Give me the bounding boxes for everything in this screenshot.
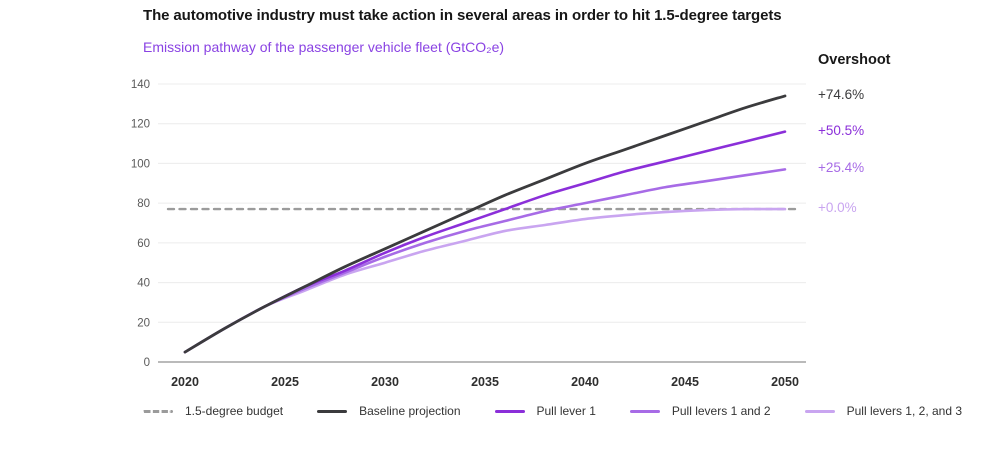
x-tick-label-2025: 2025 <box>271 375 299 389</box>
legend-label: 1.5-degree budget <box>185 404 284 418</box>
y-tick-label-140: 140 <box>131 79 150 91</box>
y-tick-label-120: 120 <box>131 119 150 131</box>
x-tick-label-2020: 2020 <box>171 375 199 389</box>
series-layer <box>166 94 802 354</box>
x-tick-label-2045: 2045 <box>671 375 699 389</box>
legend-label: Pull lever 1 <box>536 404 596 418</box>
legend-label: Pull levers 1, 2, and 3 <box>846 404 963 418</box>
figure-title: The automotive industry must take action… <box>143 7 782 24</box>
y-tick-label-40: 40 <box>137 278 150 290</box>
legend-swatch-pull-levers-1-and-2 <box>629 409 660 413</box>
y-tick-label-60: 60 <box>137 238 150 250</box>
grid-layer <box>158 83 806 363</box>
legend-label: Pull levers 1 and 2 <box>671 404 771 418</box>
overshoot-value-baseline-projection: +74.6% <box>818 86 865 102</box>
legend-swatch-pull-levers-1-2-and-3 <box>804 409 835 413</box>
legend-item-pull-levers-1-and-2: Pull levers 1 and 2 <box>629 404 771 418</box>
legend-item-baseline-projection: Baseline projection <box>317 404 461 418</box>
legend-swatch-1-5-degree-budget <box>143 409 173 413</box>
legend-swatch-baseline-projection <box>317 409 348 413</box>
overshoot-value-pull-lever-1: +50.5% <box>818 122 865 138</box>
x-tick-label-2030: 2030 <box>371 375 399 389</box>
legend-item-pull-levers-1-2-and-3: Pull levers 1, 2, and 3 <box>804 404 963 418</box>
legend-item-1-5-degree-budget: 1.5-degree budget <box>143 404 283 418</box>
series-line-pull-lever-1 <box>183 130 787 354</box>
x-tick-label-2035: 2035 <box>471 375 499 389</box>
series-line-baseline-projection <box>183 94 787 354</box>
overshoot-value-pull-levers-1-2-and-3: +0.0% <box>818 200 857 216</box>
y-tick-label-80: 80 <box>137 198 150 210</box>
legend-swatch-pull-lever-1 <box>494 409 525 413</box>
legend-label: Baseline projection <box>359 404 461 418</box>
series-line-pull-levers-1-and-2 <box>183 168 787 354</box>
y-tick-label-0: 0 <box>144 357 150 369</box>
y-tick-label-100: 100 <box>131 158 150 170</box>
legend-item-pull-lever-1: Pull lever 1 <box>494 404 596 418</box>
x-tick-label-2040: 2040 <box>571 375 599 389</box>
y-tick-label-20: 20 <box>137 317 150 329</box>
series-line-pull-levers-1-2-and-3 <box>183 207 787 354</box>
overshoot-header: Overshoot <box>818 52 891 68</box>
overshoot-value-pull-levers-1-and-2: +25.4% <box>818 160 865 176</box>
chart-legend: 1.5-degree budget Baseline projection Pull… <box>143 404 962 418</box>
chart-subtitle: Emission pathway of the passenger vehicl… <box>143 39 505 55</box>
x-tick-label-2050: 2050 <box>771 375 799 389</box>
